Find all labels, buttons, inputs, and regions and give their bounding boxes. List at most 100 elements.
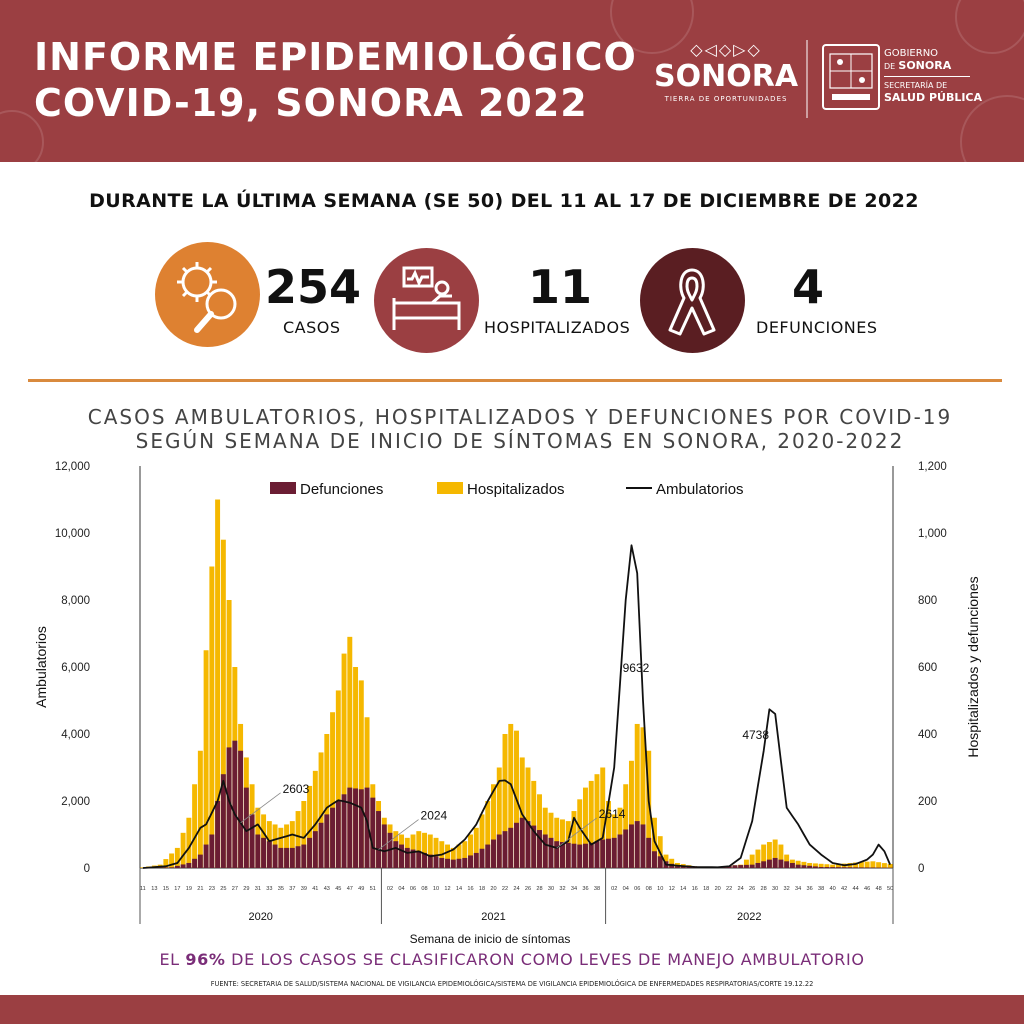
defunciones-bar bbox=[634, 821, 640, 868]
defunciones-bar bbox=[439, 857, 445, 868]
chart-title: CASOS AMBULATORIOS, HOSPITALIZADOS Y DEF… bbox=[0, 405, 1024, 453]
week-tick-label: 43 bbox=[324, 886, 330, 892]
gov-line-4: SALUD PÚBLICA bbox=[884, 91, 983, 104]
defunciones-bar bbox=[864, 867, 870, 868]
week-tick-label: 38 bbox=[818, 886, 824, 892]
defunciones-bar bbox=[255, 834, 261, 868]
hospitalizados-bar bbox=[462, 841, 468, 868]
defunciones-bar bbox=[858, 867, 864, 868]
week-tick-label: 10 bbox=[433, 886, 439, 892]
week-tick-label: 50 bbox=[887, 886, 893, 892]
hospitalizados-bar bbox=[479, 814, 485, 868]
hospitalizados-bar bbox=[163, 859, 169, 868]
right-axis-tick-label: 1,200 bbox=[918, 461, 947, 473]
hospitalizados-bar bbox=[795, 860, 801, 868]
hospitalizados-bar bbox=[807, 862, 813, 868]
section-divider bbox=[28, 379, 1002, 382]
report-title-line1: INFORME EPIDEMIOLÓGICO bbox=[34, 35, 637, 79]
week-tick-label: 31 bbox=[255, 886, 261, 892]
defunciones-bar bbox=[341, 794, 347, 868]
hospitalizados-bar bbox=[571, 811, 577, 868]
hospitalizados-bar bbox=[324, 734, 330, 868]
week-tick-label: 22 bbox=[726, 886, 732, 892]
chart-title-line2: SEGÚN SEMANA DE INICIO DE SÍNTOMAS EN SO… bbox=[135, 429, 905, 453]
week-tick-label: 15 bbox=[163, 886, 169, 892]
week-tick-label: 51 bbox=[370, 886, 376, 892]
hospitalizados-bar bbox=[600, 767, 606, 868]
hospitalizados-bar bbox=[853, 862, 859, 868]
left-axis-tick-label: 4,000 bbox=[61, 729, 90, 741]
hospitalized-icon-circle bbox=[374, 248, 479, 353]
defunciones-bar bbox=[238, 750, 244, 868]
week-tick-label: 45 bbox=[335, 886, 341, 892]
hospitalizados-bar bbox=[761, 844, 767, 868]
virus-decoration bbox=[0, 110, 44, 162]
defunciones-bar bbox=[272, 844, 278, 868]
defunciones-bar bbox=[284, 847, 290, 868]
year-label: 2022 bbox=[737, 911, 761, 923]
week-tick-label: 47 bbox=[347, 886, 353, 892]
header-banner: INFORME EPIDEMIOLÓGICO COVID-19, SONORA … bbox=[0, 0, 1024, 162]
defunciones-bar bbox=[611, 837, 617, 868]
week-tick-label: 42 bbox=[841, 886, 847, 892]
hospitalizados-bar bbox=[416, 831, 422, 868]
defunciones-bar bbox=[376, 811, 382, 868]
defunciones-bar bbox=[749, 864, 755, 868]
hospitalizados-bar bbox=[628, 760, 634, 868]
hospitalizados-bar bbox=[864, 861, 870, 868]
deaths-label: DEFUNCIONES bbox=[756, 318, 878, 337]
hospitalizados-bar bbox=[192, 784, 198, 868]
left-axis-tick-label: 12,000 bbox=[55, 461, 90, 473]
logo-name: SONORA bbox=[654, 59, 799, 94]
defunciones-bar bbox=[674, 866, 680, 868]
hospitalizados-bar bbox=[496, 767, 502, 868]
hospitalizados-bar bbox=[594, 774, 600, 868]
defunciones-bar bbox=[789, 862, 795, 868]
defunciones-bar bbox=[571, 843, 577, 868]
hospitalizados-bar bbox=[755, 849, 761, 868]
defunciones-bar bbox=[479, 848, 485, 868]
defunciones-bar bbox=[502, 831, 508, 868]
defunciones-bar bbox=[422, 852, 428, 868]
sonora-logo: ◇◁◇▷◇ SONORA TIERRA DE OPORTUNIDADES bbox=[654, 40, 798, 104]
defunciones-bar bbox=[761, 861, 767, 868]
week-tick-label: 12 bbox=[669, 886, 675, 892]
hospitalizados-bar bbox=[605, 801, 611, 868]
hospitalizados-bar bbox=[881, 863, 887, 868]
source-note: FUENTE: SECRETARIA DE SALUD/SISTEMA NACI… bbox=[210, 980, 814, 988]
defunciones-bar bbox=[801, 865, 807, 868]
footnote: EL 96% DE LOS CASOS SE CLASIFICARON COMO… bbox=[0, 950, 1024, 969]
year-label: 2021 bbox=[481, 911, 505, 923]
defunciones-bar bbox=[600, 839, 606, 868]
year-label: 2020 bbox=[248, 911, 272, 923]
hospitalizados-bar bbox=[743, 859, 749, 868]
report-title-line2: COVID-19, SONORA 2022 bbox=[34, 81, 588, 125]
hospitalizados-bar bbox=[749, 854, 755, 868]
defunciones-bar bbox=[531, 825, 537, 868]
week-tick-label: 27 bbox=[232, 886, 238, 892]
left-axis-tick-label: 0 bbox=[84, 863, 90, 875]
week-tick-label: 21 bbox=[197, 886, 203, 892]
defunciones-bar bbox=[835, 867, 841, 868]
defunciones-bar bbox=[433, 856, 439, 868]
week-tick-label: 29 bbox=[243, 886, 249, 892]
defunciones-bar bbox=[847, 867, 853, 868]
hospital-bed-icon bbox=[392, 266, 461, 330]
hospitalizados-bar bbox=[491, 784, 496, 868]
hospitalizados-bar bbox=[422, 832, 428, 868]
defunciones-bar bbox=[232, 740, 238, 868]
week-tick-label: 28 bbox=[761, 886, 767, 892]
hospitalizados-bar bbox=[318, 752, 324, 868]
hospitalizados-bar bbox=[307, 785, 313, 868]
defunciones-bar bbox=[445, 858, 450, 868]
hospitalizados-bar bbox=[301, 801, 307, 868]
week-tick-label: 10 bbox=[657, 886, 663, 892]
week-tick-label: 11 bbox=[140, 886, 146, 892]
left-axis-tick-label: 6,000 bbox=[61, 662, 90, 674]
hospitalizados-bar bbox=[215, 499, 221, 868]
deaths-count: 4 bbox=[792, 260, 825, 314]
hospitalizados-bar bbox=[588, 780, 594, 868]
defunciones-bar bbox=[525, 821, 531, 868]
hospitalizados-bar bbox=[180, 832, 186, 868]
defunciones-bar bbox=[583, 843, 588, 868]
